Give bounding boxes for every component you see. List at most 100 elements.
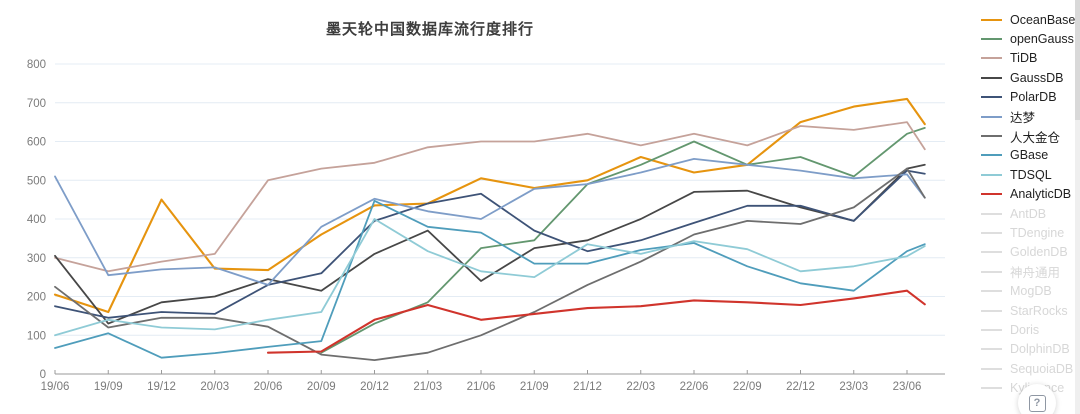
legend-label: GBase [1010,148,1049,163]
legend-item-SequoiaDB[interactable]: SequoiaDB [981,359,1076,378]
page-scrollbar[interactable] [1075,0,1080,414]
legend-label: TDSQL [1010,167,1052,182]
legend-label: StarRocks [1010,303,1068,318]
legend-swatch-icon [981,231,1002,234]
y-tick-label: 0 [40,369,46,381]
legend-label: 达梦 [1010,111,1036,126]
legend-swatch-icon [981,18,1002,21]
x-tick-label: 20/09 [307,381,336,393]
legend-item-OceanBase[interactable]: OceanBase [981,10,1076,29]
legend-swatch-icon [981,348,1002,351]
x-tick-label: 20/03 [200,381,229,393]
legend-item-人大金仓[interactable]: 人大金仓 [981,126,1076,145]
x-tick-label: 21/03 [413,381,442,393]
y-tick-label: 100 [27,330,46,342]
legend-swatch-icon [981,270,1002,273]
legend-item-AnalyticDB[interactable]: AnalyticDB [981,185,1076,204]
x-tick-label: 21/09 [520,381,549,393]
legend-item-openGauss[interactable]: openGauss [981,29,1076,48]
legend-swatch-icon [981,96,1002,99]
question-icon: ? [1028,394,1046,412]
legend-swatch-icon [981,115,1002,118]
series-line-AnalyticDB [266,289,926,354]
y-tick-label: 800 [27,59,46,71]
legend-swatch-icon [981,173,1002,176]
legend-swatch-icon [981,193,1002,196]
legend-label: 神舟通用 [1010,266,1061,281]
y-tick-label: 600 [27,137,46,149]
scrollbar-thumb[interactable] [1075,0,1080,120]
legend-swatch-icon [981,212,1002,215]
series-line-OceanBase [53,97,926,314]
legend-label: AntDB [1010,206,1047,221]
x-tick-label: 19/06 [41,381,70,393]
legend-swatch-icon [981,328,1002,331]
legend-swatch-icon [981,290,1002,293]
legend-swatch-icon [981,135,1002,138]
y-tick-label: 500 [27,175,46,187]
x-tick-label: 23/06 [893,381,922,393]
series-line-人大金仓 [54,167,926,362]
legend-item-PolarDB[interactable]: PolarDB [981,88,1076,107]
y-tick-label: 700 [27,98,46,110]
legend-swatch-icon [981,367,1002,370]
legend-item-达梦[interactable]: 达梦 [981,107,1076,126]
legend-item-DolphinDB[interactable]: DolphinDB [981,340,1076,359]
legend-label: DolphinDB [1010,342,1070,357]
legend-label: Doris [1010,322,1040,337]
chart-title: 墨天轮中国数据库流行度排行 [325,21,534,38]
legend-item-Doris[interactable]: Doris [981,320,1076,339]
legend-item-GaussDB[interactable]: GaussDB [981,68,1076,87]
series-line-openGauss [320,127,926,354]
x-tick-label: 20/12 [360,381,389,393]
y-tick-label: 400 [27,214,46,226]
legend-label: SequoiaDB [1010,361,1074,376]
legend-label: GoldenDB [1010,245,1068,260]
series-line-TDSQL [54,218,926,337]
x-tick-label: 19/12 [147,381,176,393]
x-tick-label: 20/06 [254,381,283,393]
series-line-PolarDB [54,169,926,319]
legend-item-MogDB[interactable]: MogDB [981,281,1076,300]
y-tick-label: 200 [27,292,46,304]
legend-label: PolarDB [1010,90,1057,105]
legend-item-StarRocks[interactable]: StarRocks [981,301,1076,320]
legend-item-GoldenDB[interactable]: GoldenDB [981,243,1076,262]
series-legend: OceanBase openGauss TiDB GaussDB PolarDB 达梦人大… [981,10,1076,398]
x-tick-label: 23/03 [839,381,868,393]
legend-item-TDengine[interactable]: TDengine [981,223,1076,242]
series-line-达梦 [54,157,926,286]
series-line-TiDB [54,121,926,273]
legend-label: 人大金仓 [1010,130,1061,145]
legend-label: OceanBase [1010,12,1076,27]
legend-label: GaussDB [1010,70,1064,85]
legend-swatch-icon [981,251,1002,254]
series-line-GBase [54,199,926,359]
legend-swatch-icon [981,309,1002,312]
x-tick-label: 22/06 [680,381,709,393]
legend-item-神舟通用[interactable]: 神舟通用 [981,262,1076,281]
series-line-GaussDB [54,163,926,325]
y-tick-label: 300 [27,253,46,265]
legend-swatch-icon [981,76,1002,79]
legend-swatch-icon [981,154,1002,157]
legend-item-GBase[interactable]: GBase [981,146,1076,165]
x-tick-label: 22/09 [733,381,762,393]
legend-item-TDSQL[interactable]: TDSQL [981,165,1076,184]
legend-label: TiDB [1010,51,1038,66]
help-button[interactable]: ? [1018,384,1056,414]
legend-swatch-icon [981,387,1002,390]
x-tick-label: 21/12 [573,381,602,393]
legend-item-AntDB[interactable]: AntDB [981,204,1076,223]
legend-swatch-icon [981,38,1002,41]
x-tick-label: 19/09 [94,381,123,393]
x-tick-label: 22/12 [786,381,815,393]
x-tick-label: 21/06 [467,381,496,393]
legend-item-TiDB[interactable]: TiDB [981,49,1076,68]
legend-label: TDengine [1010,225,1065,240]
x-tick-label: 22/03 [626,381,655,393]
legend-label: AnalyticDB [1010,187,1072,202]
legend-label: MogDB [1010,284,1052,299]
